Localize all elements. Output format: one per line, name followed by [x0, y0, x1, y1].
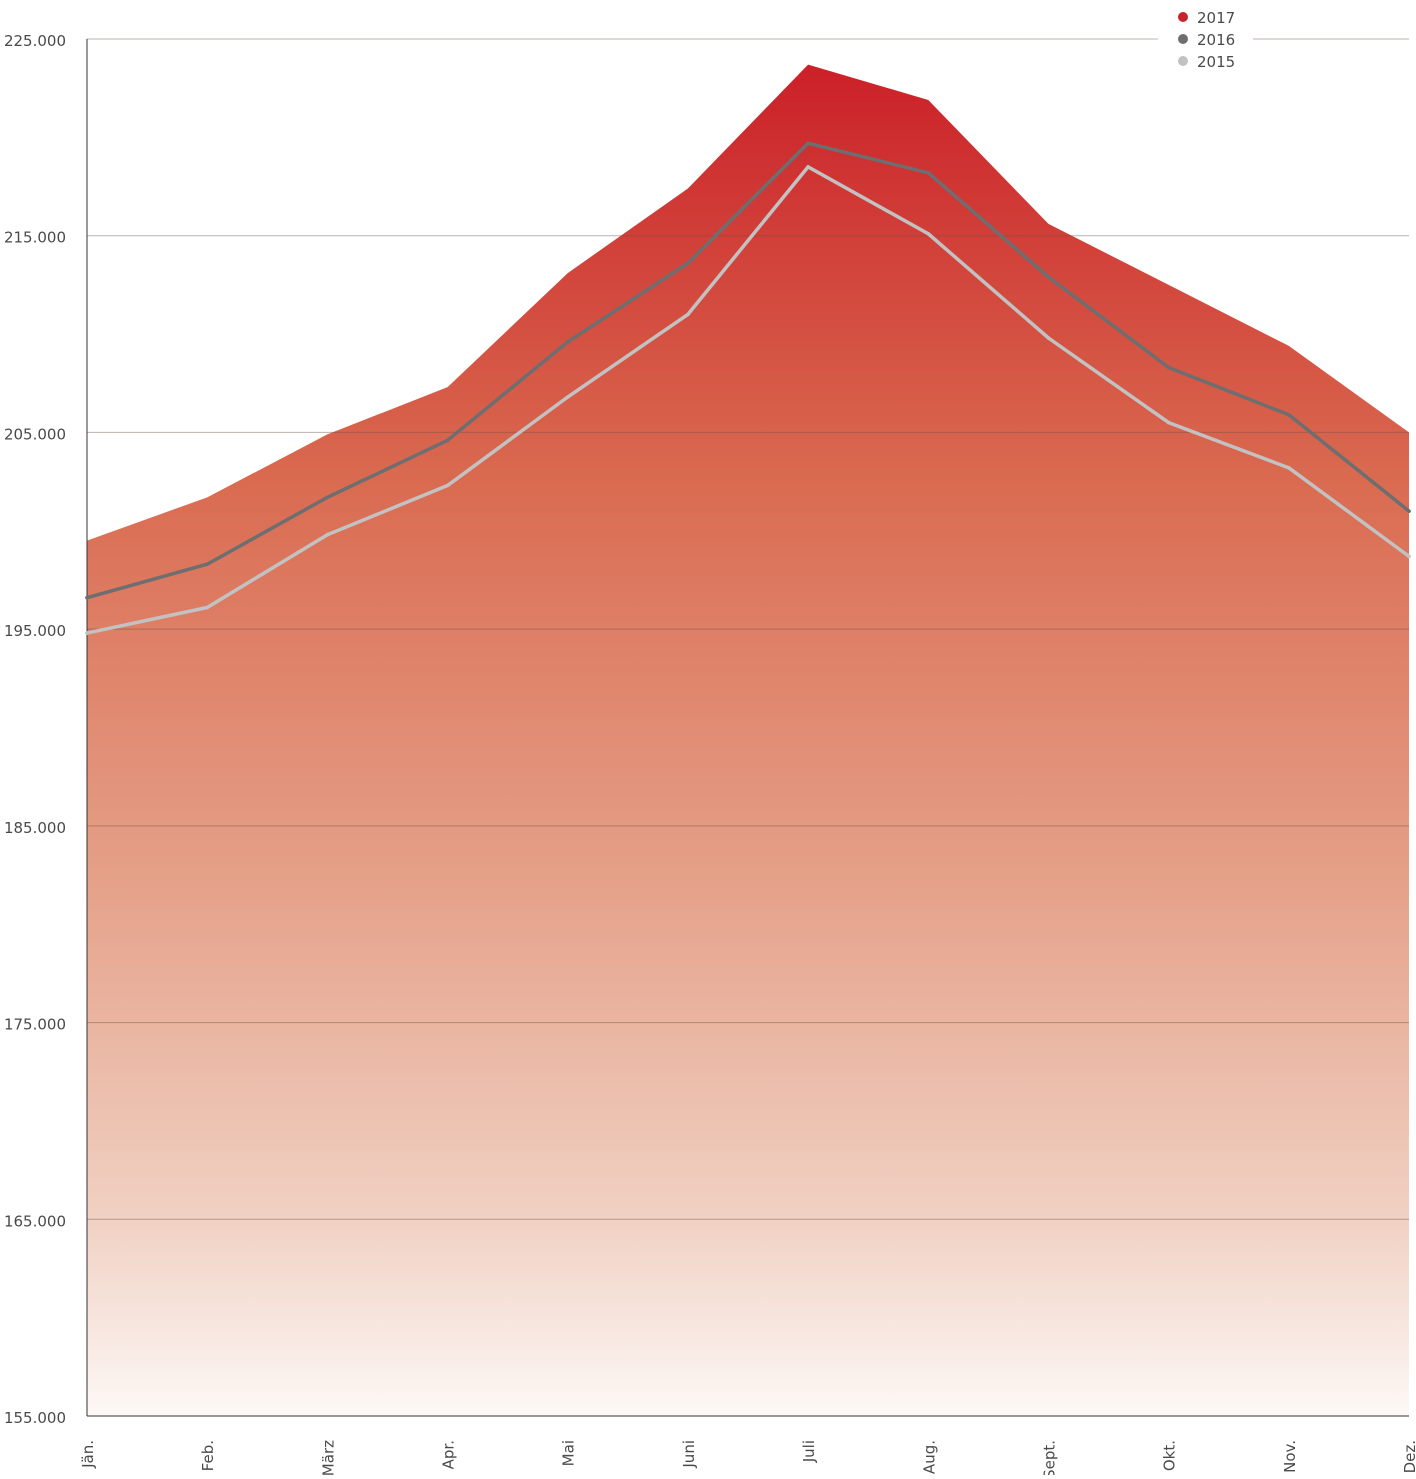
data-point-2015 — [325, 532, 330, 537]
x-tick-label: Dez. — [1401, 1440, 1416, 1473]
x-tick-label: März — [319, 1440, 337, 1475]
x-tick-label: Mai — [560, 1440, 578, 1466]
legend-marker-2016 — [1178, 34, 1188, 44]
data-point-2016 — [926, 170, 931, 175]
data-point-2016 — [1166, 365, 1171, 370]
series-line-2015 — [85, 165, 1411, 635]
y-tick-label: 205.000 — [4, 425, 66, 443]
data-point-2016 — [205, 562, 209, 567]
data-point-2016 — [85, 595, 89, 600]
data-point-2016 — [806, 141, 810, 146]
data-point-2016 — [686, 261, 690, 266]
series-area-2017 — [87, 64, 1409, 1416]
x-tick-label: Nov. — [1281, 1440, 1299, 1473]
x-tick-label: Juli — [800, 1440, 818, 1463]
data-point-2016 — [565, 340, 570, 344]
data-point-2015 — [1407, 554, 1411, 559]
data-point-2015 — [1046, 336, 1051, 340]
x-tick-label: Feb. — [199, 1440, 217, 1471]
x-tick-label: Apr. — [440, 1440, 458, 1469]
y-tick-label: 155.000 — [4, 1409, 66, 1427]
x-tick-label: Okt. — [1161, 1440, 1179, 1471]
y-tick-label: 225.000 — [4, 32, 66, 50]
x-tick-label: Sept. — [1040, 1440, 1058, 1475]
data-point-2015 — [205, 605, 209, 610]
data-point-2015 — [926, 231, 931, 236]
data-point-2015 — [85, 631, 89, 635]
data-point-2016 — [325, 495, 330, 500]
series-line-2016 — [85, 141, 1411, 600]
legend-label-2015: 2015 — [1197, 53, 1235, 71]
x-tick-label: Jän. — [79, 1440, 97, 1469]
x-tick-label: Juni — [680, 1440, 698, 1469]
y-tick-label: 165.000 — [4, 1212, 66, 1230]
data-point-2015 — [1166, 420, 1171, 425]
legend-label-2016: 2016 — [1197, 31, 1235, 49]
data-point-2015 — [806, 165, 810, 169]
data-point-2015 — [1287, 466, 1291, 470]
data-point-2016 — [1287, 412, 1291, 417]
data-point-2016 — [1407, 509, 1411, 513]
y-tick-label: 195.000 — [4, 622, 66, 640]
data-point-2015 — [565, 395, 570, 399]
data-point-2015 — [686, 312, 690, 317]
legend-marker-2017 — [1178, 12, 1188, 22]
y-tick-label: 185.000 — [4, 819, 66, 837]
data-point-2016 — [1046, 275, 1051, 279]
x-tick-label: Aug. — [920, 1440, 938, 1474]
y-tick-label: 215.000 — [4, 229, 66, 247]
legend-label-2017: 2017 — [1197, 9, 1235, 27]
data-point-2016 — [445, 438, 450, 443]
legend-marker-2015 — [1178, 56, 1188, 66]
y-tick-label: 175.000 — [4, 1016, 66, 1034]
data-point-2015 — [445, 483, 450, 488]
legend-background — [1158, 4, 1253, 74]
